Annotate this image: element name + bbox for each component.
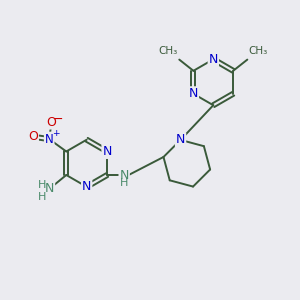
Text: N: N [102,145,112,158]
Text: −: − [53,112,63,126]
Text: H: H [120,178,128,188]
Text: O: O [46,116,56,128]
Text: N: N [45,182,54,195]
Text: H: H [38,191,46,202]
Text: N: N [82,180,92,193]
Text: CH₃: CH₃ [249,46,268,56]
Text: O: O [28,130,38,143]
Text: CH₃: CH₃ [159,46,178,56]
Text: N: N [189,87,198,100]
Text: H: H [38,180,46,190]
Text: +: + [52,129,59,138]
Text: N: N [119,169,129,182]
Text: N: N [45,133,54,146]
Text: N: N [208,53,218,66]
Text: N: N [176,134,185,146]
